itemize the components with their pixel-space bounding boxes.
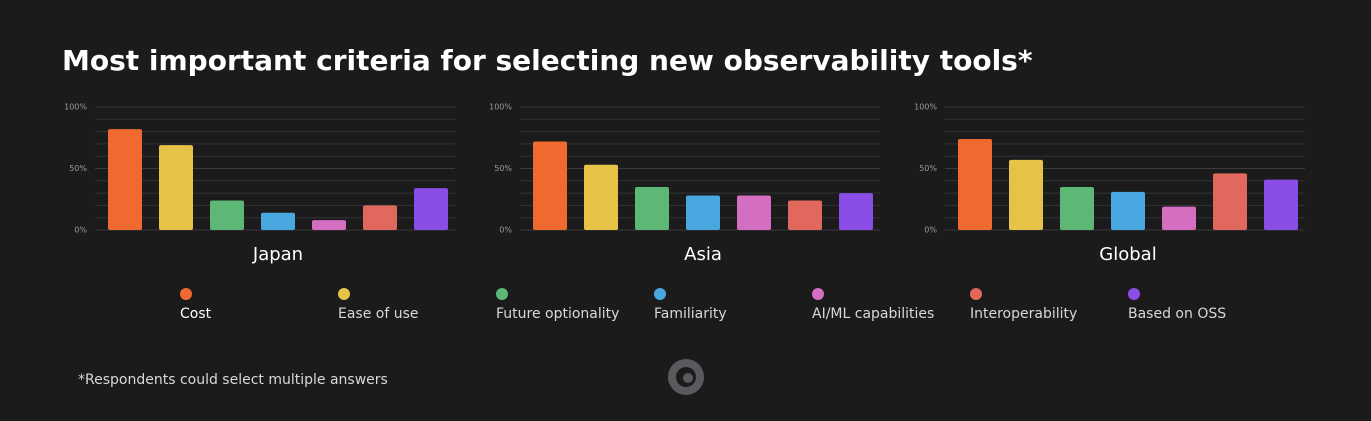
bar <box>788 200 822 230</box>
bar <box>1060 186 1094 230</box>
bar <box>839 193 873 230</box>
page-title: Most important criteria for selecting ne… <box>62 44 1033 77</box>
legend-label: Based on OSS <box>1128 306 1226 322</box>
y-tick-label: 100% <box>489 103 512 112</box>
bar <box>261 212 295 230</box>
y-tick-label: 100% <box>64 103 87 112</box>
legend-label: Future optionality <box>496 306 619 322</box>
y-tick-label: 0% <box>499 226 512 235</box>
panel-title: Japan <box>252 244 303 265</box>
legend-swatch <box>338 288 350 300</box>
legend-swatch <box>812 288 824 300</box>
bar <box>958 138 992 230</box>
panel-title: Asia <box>684 244 722 265</box>
legend-swatch <box>970 288 982 300</box>
bar <box>210 200 244 230</box>
legend-label: Cost <box>180 306 212 322</box>
bar <box>1009 159 1043 230</box>
bar <box>108 129 142 230</box>
legend-label: Familiarity <box>654 306 727 322</box>
bar <box>312 220 346 230</box>
bar <box>686 195 720 230</box>
legend-label: AI/ML capabilities <box>812 306 934 322</box>
logo-core <box>683 373 693 383</box>
y-tick-label: 100% <box>914 103 937 112</box>
legend-label: Interoperability <box>970 306 1077 322</box>
y-tick-label: 50% <box>69 164 87 173</box>
legend-swatch <box>1128 288 1140 300</box>
footnote: *Respondents could select multiple answe… <box>78 372 388 388</box>
legend-swatch <box>654 288 666 300</box>
bar <box>1213 173 1247 230</box>
bar <box>363 205 397 230</box>
y-tick-label: 50% <box>494 164 512 173</box>
bar <box>1264 179 1298 230</box>
y-tick-label: 50% <box>919 164 937 173</box>
y-tick-label: 0% <box>74 226 87 235</box>
logo <box>668 359 704 395</box>
bar <box>159 145 193 230</box>
bar <box>737 195 771 230</box>
bar <box>414 188 448 230</box>
bar <box>584 164 618 230</box>
legend-label: Ease of use <box>338 306 419 322</box>
legend-swatch <box>496 288 508 300</box>
bar <box>635 186 669 230</box>
bar <box>1111 191 1145 230</box>
bar <box>533 141 567 230</box>
y-tick-label: 0% <box>924 226 937 235</box>
legend-swatch <box>180 288 192 300</box>
bar <box>1162 206 1196 230</box>
panel-title: Global <box>1099 244 1156 265</box>
